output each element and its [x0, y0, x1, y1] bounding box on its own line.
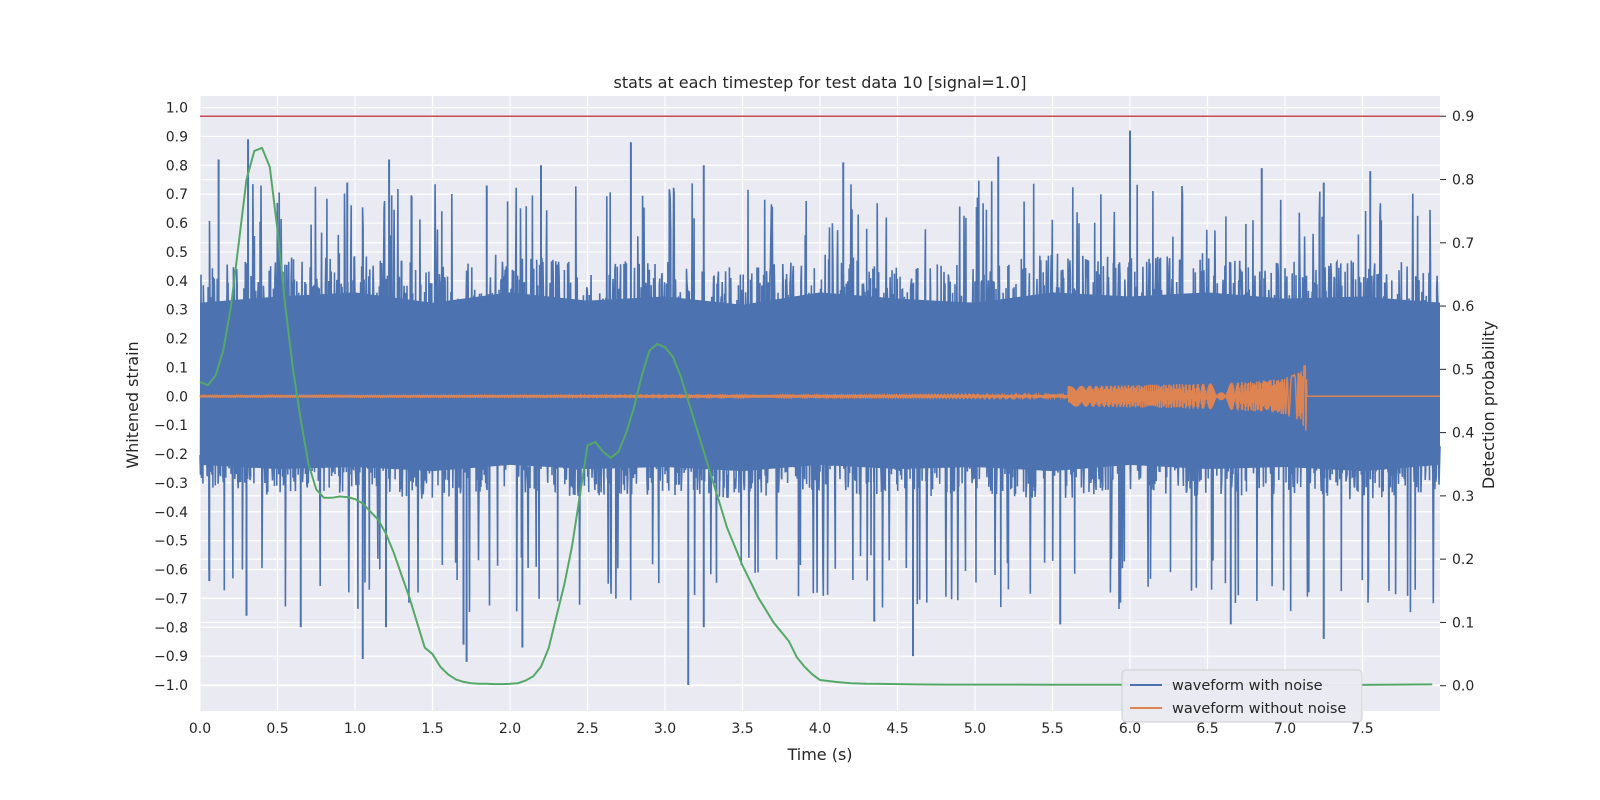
y2-axis-label: Detection probability: [1479, 321, 1498, 489]
y-tick-label: 0.5: [166, 245, 188, 261]
y-tick-label: 0.7: [166, 187, 188, 203]
y-tick-label: −0.2: [154, 447, 188, 463]
x-tick-label: 0.5: [266, 721, 288, 737]
y2-tick-label: 0.3: [1452, 489, 1474, 505]
chart-title: stats at each timestep for test data 10 …: [614, 73, 1027, 92]
y-tick-label: 0.0: [166, 389, 188, 405]
x-tick-label: 3.5: [731, 721, 753, 737]
x-tick-label: 0.0: [189, 721, 211, 737]
y-tick-label: 0.2: [166, 332, 188, 348]
x-tick-label: 7.5: [1351, 721, 1373, 737]
y2-tick-label: 0.8: [1452, 173, 1474, 189]
x-tick-label: 3.0: [654, 721, 676, 737]
y-tick-label: 0.8: [166, 158, 188, 174]
y2-tick-label: 0.0: [1452, 679, 1474, 695]
noisy-waveform-series: [199, 130, 1441, 686]
y-tick-label: 0.6: [166, 216, 188, 232]
y-tick-label: −0.7: [154, 591, 188, 607]
x-tick-label: 5.0: [964, 721, 986, 737]
clean-waveform-line: [199, 365, 1440, 431]
y-tick-label: 0.1: [166, 360, 188, 376]
y-axis-ticks: 1.0 0.9 0.8 0.7 0.6 0.5 0.4 0.3 0.2 0.1 0.0 −0.1 −0.…: [154, 101, 188, 694]
y2-tick-label: 0.9: [1452, 109, 1474, 125]
x-axis-label: Time (s): [786, 745, 852, 764]
detection-probability-line: [199, 146, 1433, 686]
y-tick-label: −1.0: [154, 678, 188, 694]
y-tick-label: 0.4: [166, 274, 188, 290]
y-tick-label: −0.5: [154, 534, 188, 550]
legend-box: [1121, 669, 1363, 723]
x-tick-label: 1.0: [344, 721, 366, 737]
y2-tick-label: 0.2: [1452, 552, 1474, 568]
y-tick-label: 0.3: [166, 303, 188, 319]
y2-tick-label: 0.7: [1452, 236, 1474, 252]
legend: waveform with noise waveform without noi…: [1121, 669, 1363, 723]
y-axis-label: Whitened strain: [123, 341, 142, 468]
detection-probability-series: [199, 146, 1433, 686]
y-tick-label: −0.3: [154, 476, 188, 492]
y2-tick-label: 0.5: [1452, 362, 1474, 378]
y2-tick-label: 0.6: [1452, 299, 1474, 315]
x-tick-label: 5.5: [1041, 721, 1063, 737]
y-tick-label: −0.6: [154, 563, 188, 579]
y-tick-label: −0.4: [154, 505, 188, 521]
y-tick-label: −0.8: [154, 620, 188, 636]
x-tick-label: 4.5: [886, 721, 908, 737]
y2-axis-ticks: 0.9 0.8 0.7 0.6 0.5 0.4 0.3 0.2 0.1 0.0: [1440, 109, 1474, 695]
x-tick-label: 2.5: [576, 721, 598, 737]
y-tick-label: 0.9: [166, 129, 188, 145]
legend-entry-noise: waveform with noise: [1172, 678, 1323, 694]
x-tick-label: 6.0: [1119, 721, 1141, 737]
x-tick-label: 1.5: [421, 721, 443, 737]
y-tick-label: −0.9: [154, 649, 188, 665]
y2-tick-label: 0.1: [1452, 615, 1474, 631]
x-tick-label: 6.5: [1196, 721, 1218, 737]
x-tick-label: 2.0: [499, 721, 521, 737]
x-axis-ticks: 0.0 0.5 1.0 1.5 2.0 2.5 3.0 3.5 4.0 4.5 5.0 5.5 6.0 6…: [189, 721, 1374, 737]
y2-tick-label: 0.4: [1452, 426, 1474, 442]
x-tick-label: 4.0: [809, 721, 831, 737]
clean-waveform-series: [199, 365, 1440, 431]
y-tick-label: 1.0: [166, 101, 188, 117]
legend-entry-clean: waveform without noise: [1172, 701, 1346, 717]
y-tick-label: −0.1: [154, 418, 188, 434]
x-tick-label: 7.0: [1274, 721, 1296, 737]
